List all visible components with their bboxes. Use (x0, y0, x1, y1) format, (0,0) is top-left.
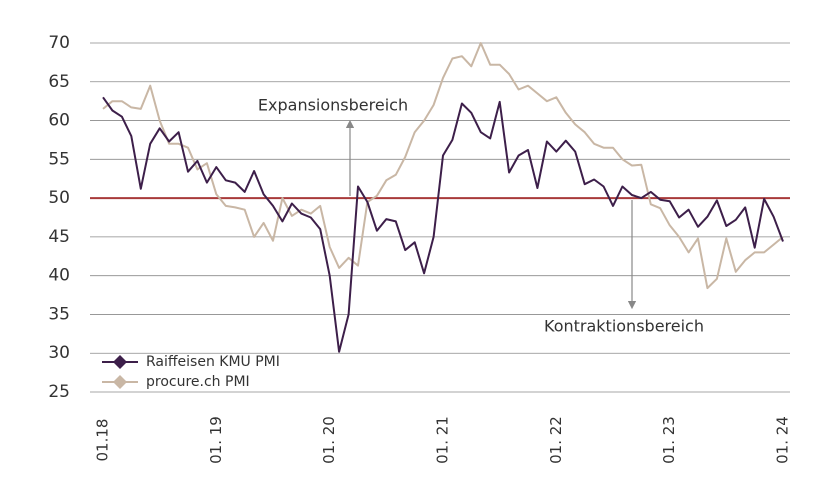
x-tick-label: 01. 19 (207, 416, 225, 464)
y-tick-label: 60 (48, 111, 70, 131)
y-tick-label: 40 (48, 266, 70, 286)
annotation: Expansionsbereich (258, 96, 408, 115)
legend-marker (113, 375, 127, 389)
x-tick-label: 01. 24 (774, 416, 792, 464)
x-tick-label: 01.18 (94, 419, 112, 462)
x-tick-label: 01. 23 (660, 416, 678, 464)
y-tick-label: 65 (48, 72, 70, 92)
y-tick-label: 35 (48, 304, 70, 324)
y-tick-label: 25 (48, 382, 70, 402)
x-tick-label: 01. 22 (547, 416, 565, 464)
x-tick-label: 01. 20 (320, 416, 338, 464)
y-tick-label: 45 (48, 227, 70, 247)
y-tick-label: 50 (48, 188, 70, 208)
y-tick-label: 55 (48, 149, 70, 169)
line-series (102, 42, 784, 290)
legend-label: procure.ch PMI (146, 374, 250, 390)
x-tick-label: 01. 21 (434, 416, 452, 464)
annotation: Kontraktionsbereich (544, 317, 704, 336)
legend-marker (113, 355, 127, 369)
legend-label: Raiffeisen KMU PMI (146, 354, 280, 370)
y-tick-label: 70 (48, 33, 70, 53)
line-series (102, 96, 784, 353)
y-tick-label: 30 (48, 343, 70, 363)
